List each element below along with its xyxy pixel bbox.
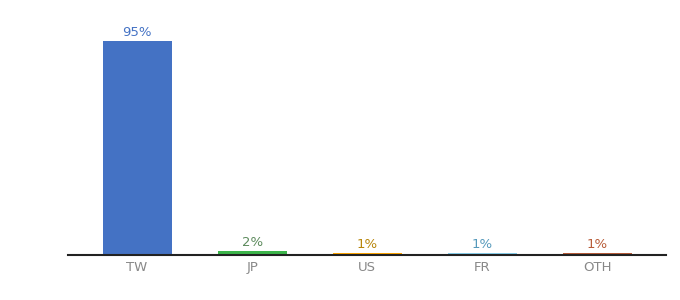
Bar	[563, 253, 632, 255]
Bar	[218, 250, 287, 255]
Text: 2%: 2%	[241, 236, 262, 249]
Text: 1%: 1%	[356, 238, 378, 251]
Text: 1%: 1%	[472, 238, 493, 251]
Text: 1%: 1%	[587, 238, 608, 251]
Bar	[333, 253, 402, 255]
Bar	[103, 41, 171, 255]
Bar	[447, 253, 517, 255]
Text: 95%: 95%	[122, 26, 152, 39]
